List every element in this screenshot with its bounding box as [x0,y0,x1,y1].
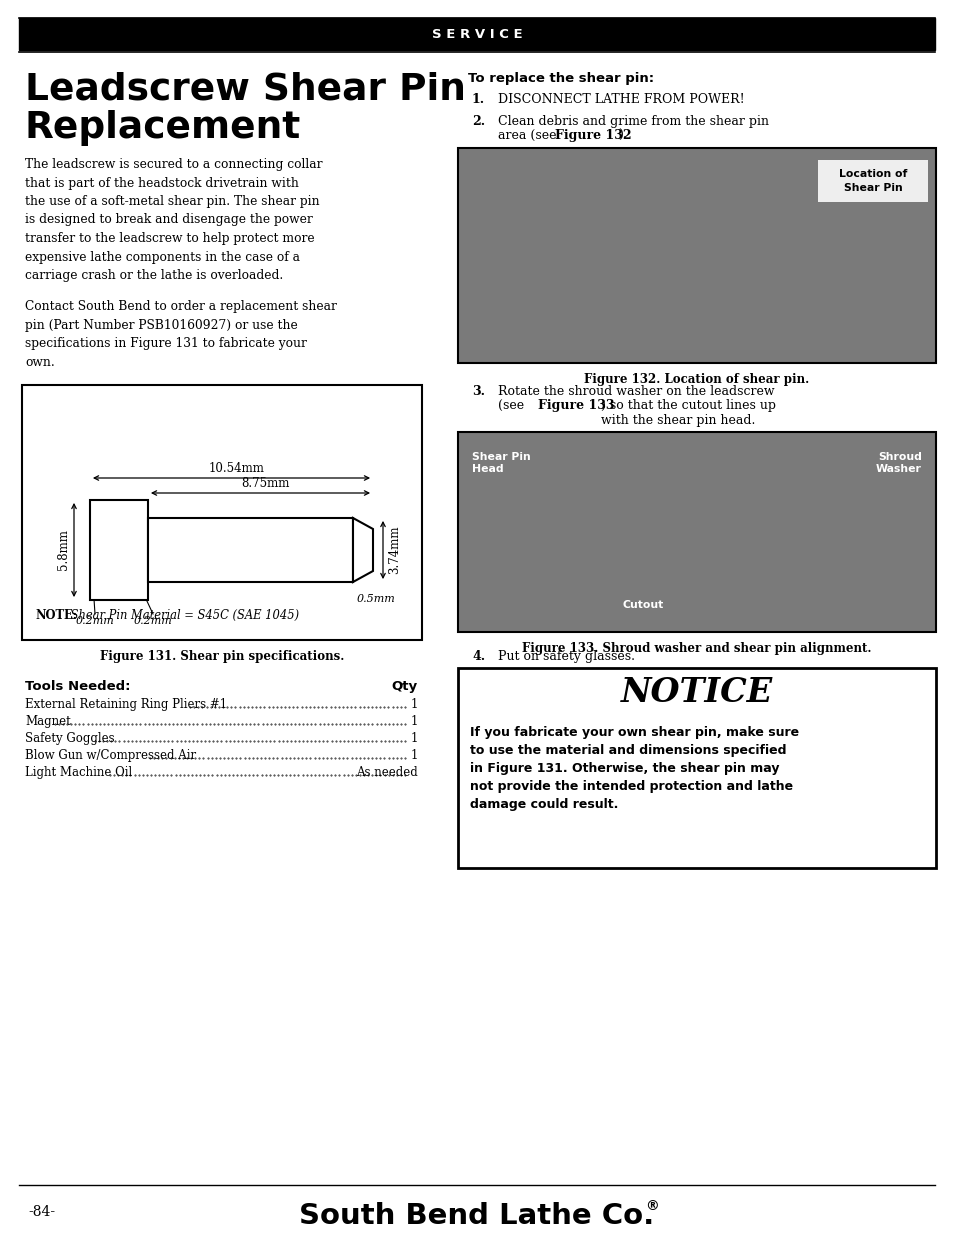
Text: Contact South Bend to order a replacement shear
pin (Part Number PSB10160927) or: Contact South Bend to order a replacemen… [25,300,336,368]
Text: 3.: 3. [472,385,484,398]
Text: Safety Goggles: Safety Goggles [25,732,114,745]
Text: Leadscrew Shear Pin: Leadscrew Shear Pin [25,72,465,107]
Text: 1.: 1. [472,93,485,106]
Text: Shroud
Washer: Shroud Washer [875,452,921,474]
Bar [148,517,353,582]
Text: 8.75mm: 8.75mm [241,477,290,490]
Text: If you fabricate your own shear pin, make sure
to use the material and dimension: If you fabricate your own shear pin, mak… [470,726,799,811]
Text: For Machines Mfg. Since 3/11: For Machines Mfg. Since 3/11 [743,27,923,41]
Text: ®: ® [644,1199,659,1213]
Text: Figure 132. Location of shear pin.: Figure 132. Location of shear pin. [584,373,809,387]
Text: To replace the shear pin:: To replace the shear pin: [468,72,654,85]
Bar [90,500,148,600]
Text: Shear Pin
Head: Shear Pin Head [472,452,530,474]
Text: 2.: 2. [472,115,485,128]
Text: NOTE:: NOTE: [35,609,77,622]
Bar [19,19,934,49]
Text: 0.5mm: 0.5mm [356,594,395,604]
Text: Light Machine Oil: Light Machine Oil [25,766,132,779]
Text: Figure 132: Figure 132 [555,128,631,142]
Text: Qty: Qty [392,680,417,693]
Text: Location of
Shear Pin: Location of Shear Pin [838,169,906,193]
Bar [457,148,935,363]
Text: Figure 133. Shroud washer and shear pin alignment.: Figure 133. Shroud washer and shear pin … [521,642,871,655]
Bar [22,385,421,640]
Text: 1: 1 [410,732,417,745]
Text: Tools Needed:: Tools Needed: [25,680,131,693]
Text: Figure 131. Shear pin specifications.: Figure 131. Shear pin specifications. [100,650,344,663]
Text: The leadscrew is secured to a connecting collar
that is part of the headstock dr: The leadscrew is secured to a connecting… [25,158,322,282]
Text: Rotate the shroud washer on the leadscrew
(see: Rotate the shroud washer on the leadscre… [497,385,774,412]
Text: DISCONNECT LATHE FROM POWER!: DISCONNECT LATHE FROM POWER! [497,93,744,106]
Text: Blow Gun w/Compressed Air: Blow Gun w/Compressed Air [25,748,196,762]
Text: 0.2mm: 0.2mm [133,616,172,626]
Text: Figure 133: Figure 133 [537,399,614,412]
Text: Clean debris and grime from the shear pin
area (see: Clean debris and grime from the shear pi… [497,115,768,143]
Text: Put on safety glasses.: Put on safety glasses. [497,650,635,663]
Text: Shear Pin Material = S45C (SAE 1045): Shear Pin Material = S45C (SAE 1045) [67,609,299,622]
Bar [457,432,935,632]
Bar [457,668,935,868]
Text: 1: 1 [410,748,417,762]
Text: 3.74mm: 3.74mm [388,526,400,574]
Text: 1: 1 [410,698,417,711]
Polygon shape [353,517,373,582]
Text: 0.2mm: 0.2mm [75,616,114,626]
Text: Cutout: Cutout [621,600,663,610]
Text: Magnet: Magnet [25,715,71,727]
Text: 5.8mm: 5.8mm [57,530,70,571]
Text: As needed: As needed [355,766,417,779]
Text: South Bend Lathe Co.: South Bend Lathe Co. [299,1202,654,1230]
Text: Turn-Nado® EVS Lathes: Turn-Nado® EVS Lathes [30,27,178,41]
Text: ) so that the cutout lines up
with the shear pin head.: ) so that the cutout lines up with the s… [600,399,775,427]
Text: S E R V I C E: S E R V I C E [432,27,521,41]
Text: -84-: -84- [28,1205,55,1219]
Text: 1: 1 [410,715,417,727]
Bar [817,161,927,203]
Text: 10.54mm: 10.54mm [209,462,264,475]
Text: NOTICE: NOTICE [620,676,772,709]
Text: ).: ). [618,128,626,142]
Text: 4.: 4. [472,650,485,663]
Text: External Retaining Ring Pliers #1: External Retaining Ring Pliers #1 [25,698,227,711]
Text: Replacement: Replacement [25,110,301,146]
